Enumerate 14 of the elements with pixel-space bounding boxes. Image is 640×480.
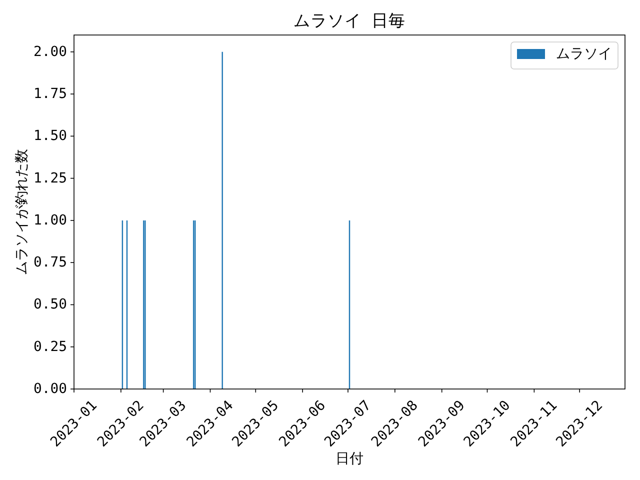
y-tick-label: 2.00	[34, 44, 67, 60]
y-tick-label: 1.00	[34, 212, 67, 228]
y-tick-label: 1.75	[34, 86, 67, 102]
y-tick-label: 1.50	[34, 128, 67, 144]
legend: ムラソイ	[510, 42, 618, 70]
y-tick-label: 0.75	[34, 254, 67, 271]
y-tick-label: 0.00	[34, 381, 67, 397]
y-tick-label: 0.50	[34, 296, 67, 313]
y-axis-title: ムラソイが釣れた数	[14, 149, 30, 275]
legend-label: ムラソイ	[556, 46, 612, 62]
y-tick-label: 1.25	[34, 170, 67, 186]
chart-title: ムラソイ 日毎	[293, 10, 406, 30]
y-tick-label: 0.25	[34, 338, 67, 355]
x-axis-title: 日付	[336, 451, 364, 467]
